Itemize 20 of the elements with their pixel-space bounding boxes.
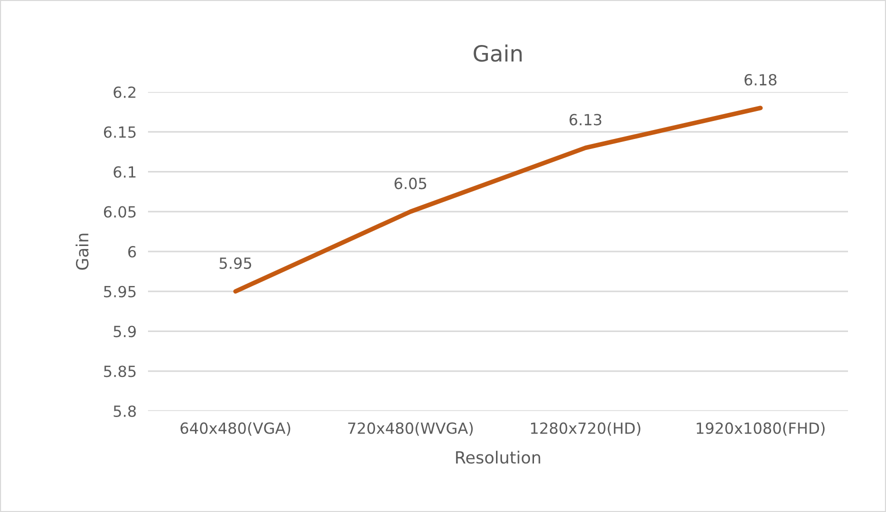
chart-title: Gain (474, 44, 522, 62)
data-label: 6.18 (744, 74, 776, 86)
x-tick-label: 640x480(VGA) (180, 422, 290, 436)
y-tick-label: 6.2 (114, 86, 136, 98)
y-tick-label: 6.15 (104, 126, 136, 138)
y-tick-label: 5.9 (114, 326, 136, 338)
x-axis-title: Resolution (456, 450, 540, 464)
y-tick-label: 6.1 (114, 166, 136, 178)
y-tick-label: 5.85 (104, 366, 136, 378)
data-label: 6.13 (570, 114, 602, 126)
x-tick-label: 1280x720(HD) (531, 422, 640, 436)
data-label: 5.95 (220, 257, 252, 269)
y-tick-label: 5.8 (114, 405, 136, 418)
y-tick-label: 6 (128, 246, 136, 258)
data-label: 6.05 (394, 178, 426, 190)
y-axis-title: Gain (76, 234, 89, 270)
y-tick-label: 5.95 (104, 286, 136, 298)
y-tick-label: 6.05 (104, 206, 136, 218)
x-tick-label: 1920x1080(FHD) (696, 422, 825, 436)
x-tick-label: 720x480(WVGA) (348, 422, 473, 436)
